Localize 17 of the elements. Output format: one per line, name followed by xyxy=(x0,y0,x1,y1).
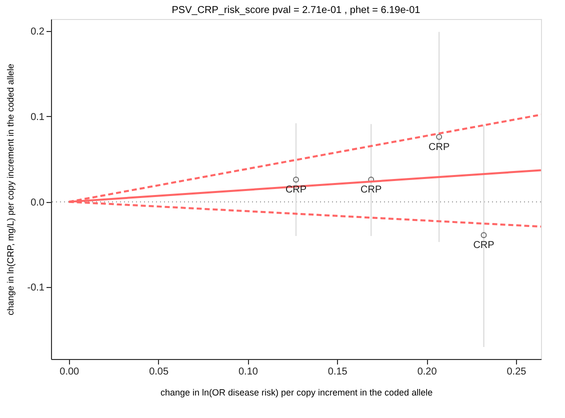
y-tick-label: 0.0 xyxy=(30,197,45,208)
y-tick-label: 0.2 xyxy=(30,26,45,38)
y-tick-label: -0.1 xyxy=(27,282,45,294)
x-axis-title: change in ln(OR disease risk) per copy increment in the coded allele xyxy=(160,388,433,398)
annotation: CRP xyxy=(360,184,382,196)
x-tick-label: 0.10 xyxy=(238,366,258,378)
annotation: CRP xyxy=(285,184,307,196)
y-tick-label: 0.1 xyxy=(30,112,45,123)
annotation: CRP xyxy=(428,142,450,153)
x-tick-label: 0.00 xyxy=(60,366,80,378)
annotation: CRP xyxy=(473,240,495,252)
x-tick-label: 0.25 xyxy=(506,366,527,378)
x-tick-label: 0.20 xyxy=(417,366,438,378)
x-tick-label: 0.15 xyxy=(328,366,348,378)
x-tick-label: 0.05 xyxy=(149,366,169,378)
chart-title: PSV_CRP_risk_score pval = 2.71e-01 , phet = 6.19e-01 xyxy=(172,5,421,16)
y-axis-title: change in ln(CRP, mg/L) per copy increment in the coded allele xyxy=(5,64,16,316)
